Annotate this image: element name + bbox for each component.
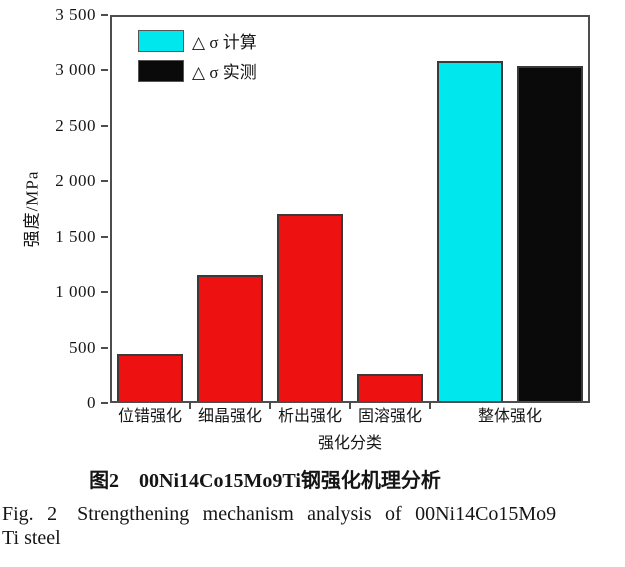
- caption-english-line2: Ti steel: [2, 527, 61, 549]
- x-tick-label: 位错强化: [117, 408, 182, 425]
- chart-bar: [437, 61, 503, 401]
- legend-item: △ σ 实测: [138, 59, 257, 82]
- y-tick-mark: [101, 69, 108, 71]
- x-tick-mark: [429, 403, 431, 409]
- caption-chinese: 图2 00Ni14Co15Mo9Ti钢强化机理分析: [89, 470, 441, 492]
- y-tick-label: 3 000: [55, 60, 96, 79]
- legend-swatch: [138, 29, 184, 52]
- y-tick-label: 1 000: [55, 282, 96, 301]
- chart-bar: [117, 354, 183, 401]
- y-tick-mark: [101, 291, 108, 293]
- x-tick-mark: [269, 403, 271, 409]
- y-tick-label: 0: [87, 393, 96, 412]
- legend-label: △ σ 实测: [192, 63, 257, 82]
- y-tick-label: 2 000: [55, 171, 96, 190]
- x-tick-label: 析出强化: [277, 408, 342, 425]
- y-tick-label: 2 500: [55, 116, 96, 135]
- legend: △ σ 计算 △ σ 实测: [138, 29, 257, 89]
- caption-english-line1: Fig. 2 Strengthening mechanism analysis …: [2, 503, 557, 525]
- x-tick-mark: [349, 403, 351, 409]
- y-tick-mark: [101, 125, 108, 127]
- x-tick-label: 固溶强化: [357, 408, 422, 425]
- y-tick-label: 1 500: [55, 227, 96, 246]
- x-tick-label: 细晶强化: [197, 408, 262, 425]
- y-tick-mark: [101, 14, 108, 16]
- y-tick-label: 500: [69, 338, 96, 357]
- x-axis-title: 强化分类: [317, 435, 383, 452]
- y-tick-mark: [101, 402, 108, 404]
- chart-bar: [517, 66, 583, 401]
- legend-swatch: [138, 59, 184, 82]
- x-tick-mark: [189, 403, 191, 409]
- chart-bar: [197, 275, 263, 401]
- plot-area: △ σ 计算 △ σ 实测: [110, 15, 590, 403]
- chart-bar: [357, 374, 423, 401]
- legend-label: △ σ 计算: [192, 33, 257, 52]
- y-tick-mark: [101, 180, 108, 182]
- y-tick-mark: [101, 236, 108, 238]
- chart-bar: [277, 214, 343, 401]
- x-tick-label: 整体强化: [477, 408, 542, 425]
- y-tick-mark: [101, 347, 108, 349]
- legend-item: △ σ 计算: [138, 29, 257, 52]
- y-tick-label: 3 500: [55, 5, 96, 24]
